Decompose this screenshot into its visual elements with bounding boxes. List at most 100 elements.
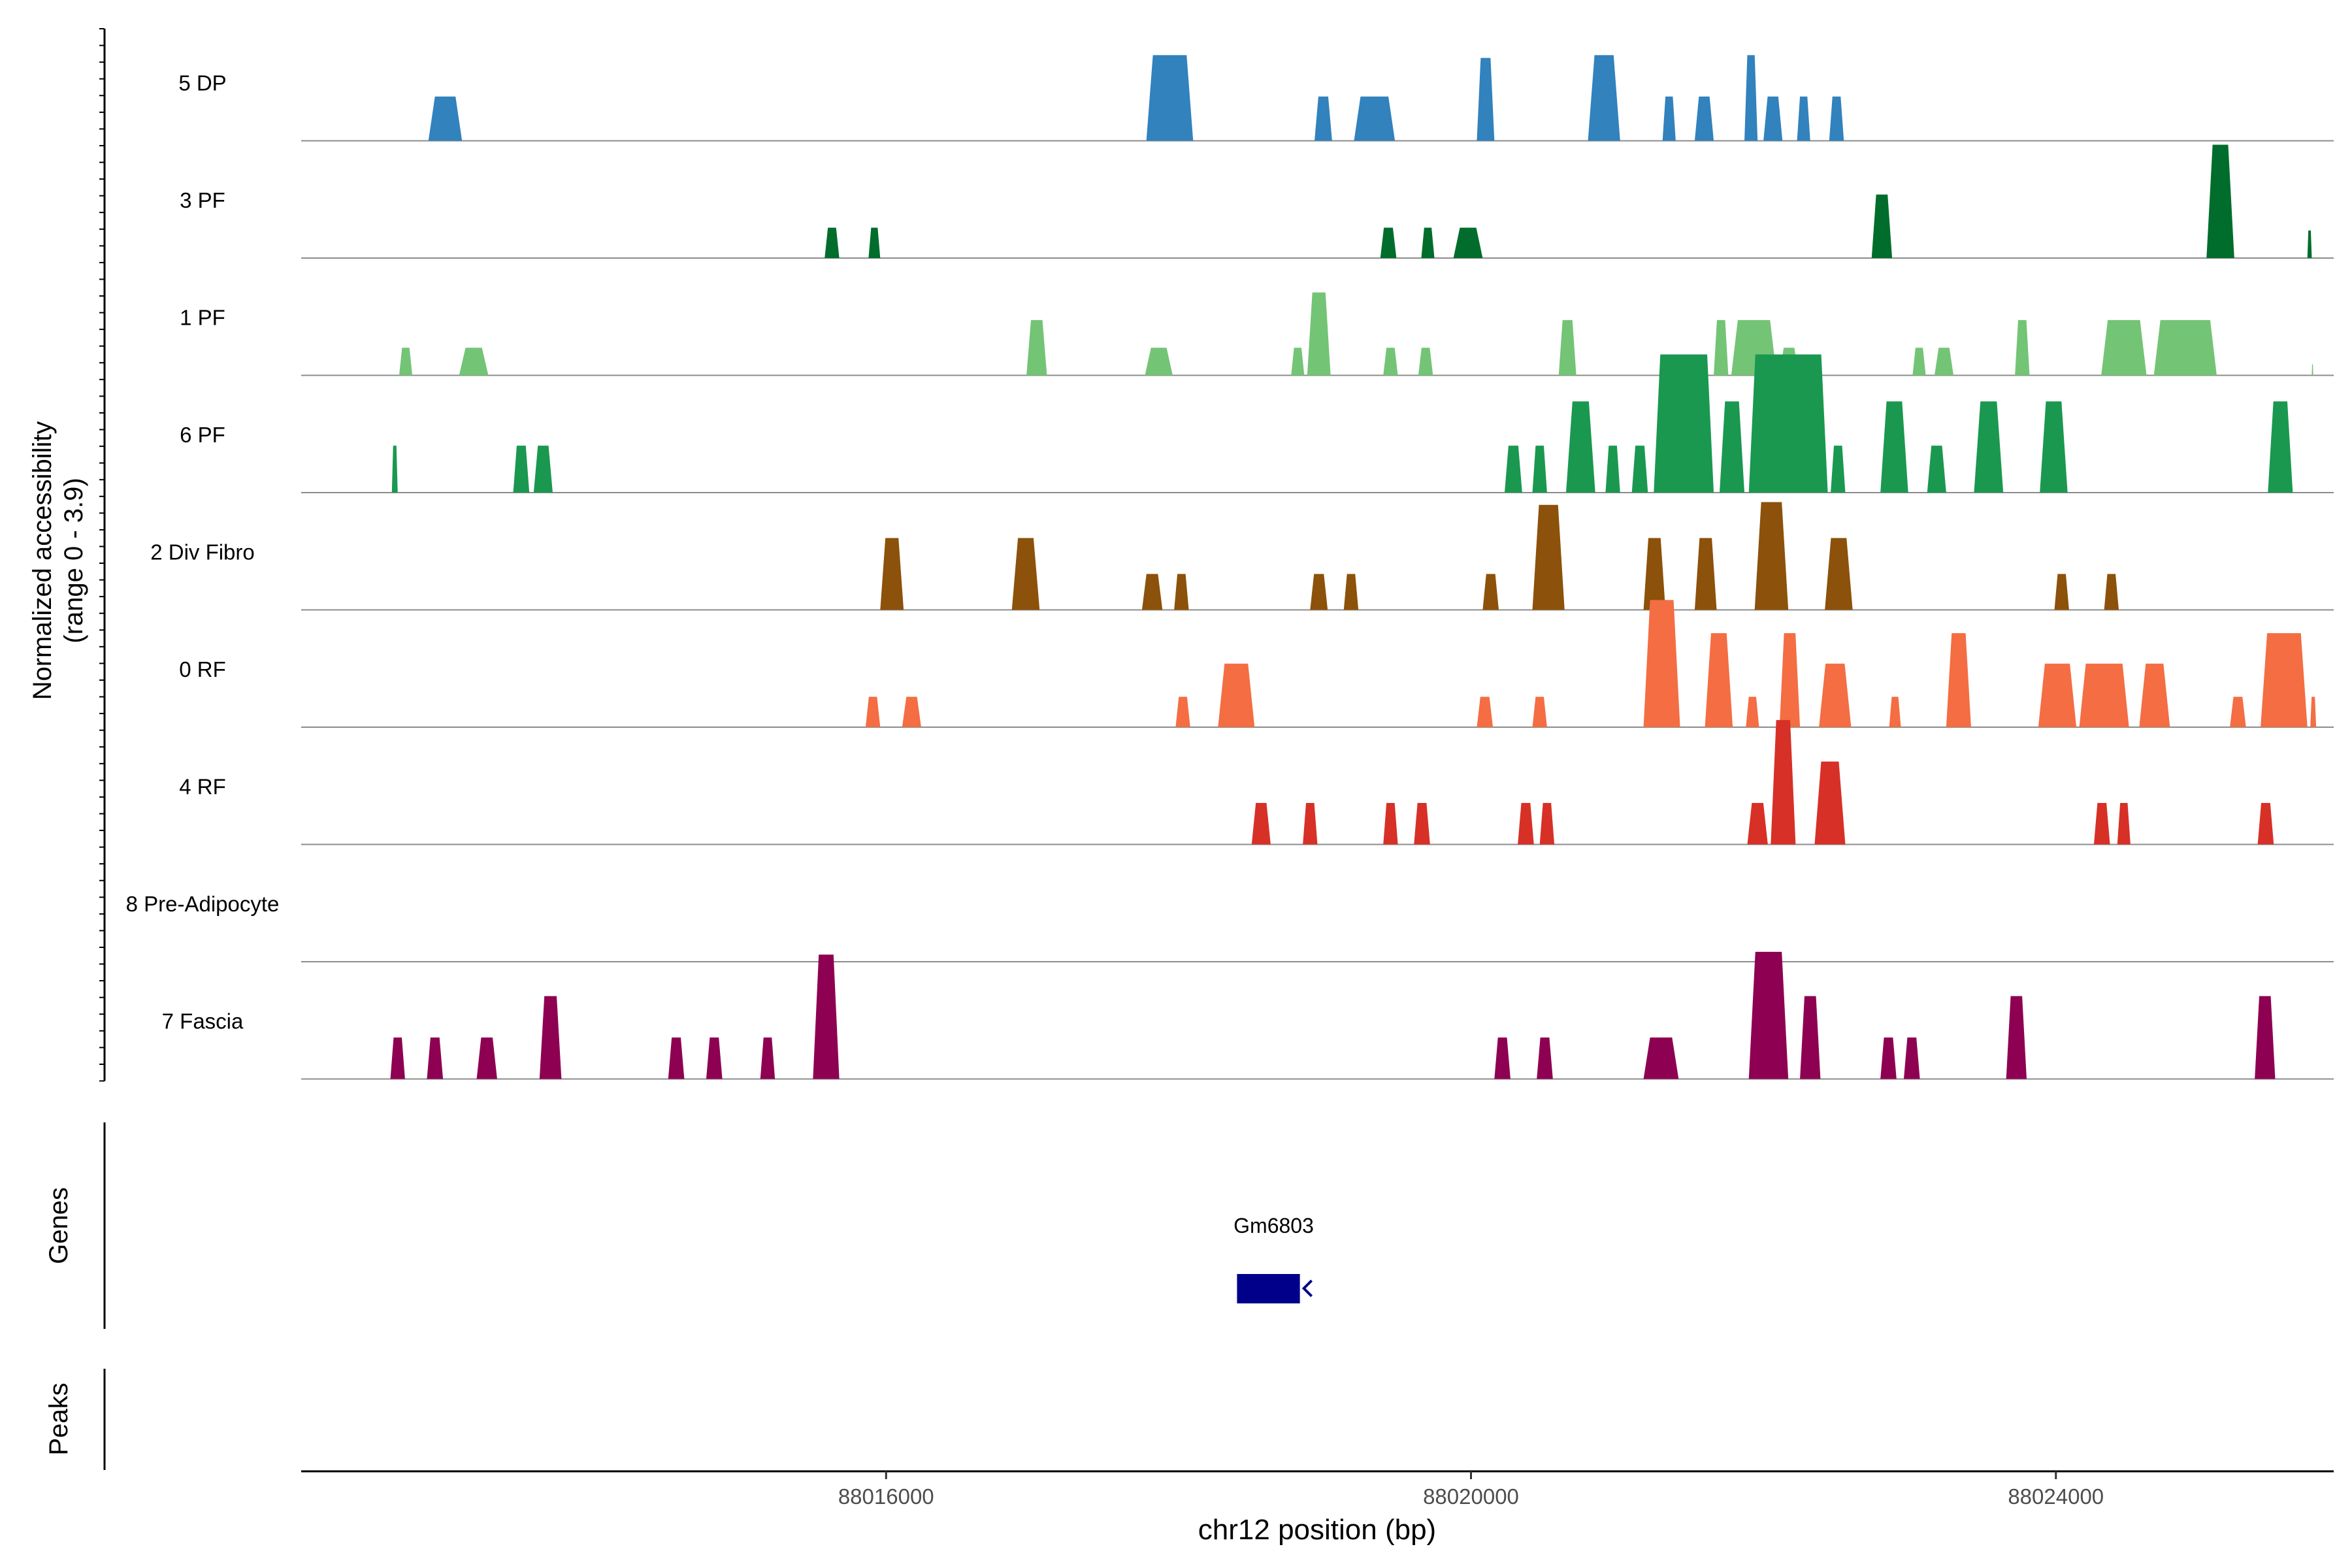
coverage-peak xyxy=(427,1037,444,1079)
x-axis-tick-label: 88016000 xyxy=(838,1484,934,1509)
track-3-pf: 3 PF xyxy=(180,144,2334,259)
coverage-peak xyxy=(2311,364,2313,376)
coverage-peak xyxy=(1705,633,1733,727)
coverage-peak xyxy=(1800,996,1821,1079)
coverage-peak xyxy=(2206,144,2234,258)
coverage-peak xyxy=(1218,663,1255,727)
x-axis: 88016000 88020000 88024000 xyxy=(838,1471,2104,1509)
coverage-peak xyxy=(1532,696,1547,727)
coverage-peak xyxy=(668,1037,685,1079)
coverage-peak xyxy=(1588,55,1620,141)
coverage-peak xyxy=(1819,663,1852,727)
coverage-peak xyxy=(2015,319,2030,376)
track-2-div-fibro: 2 Div Fibro xyxy=(150,502,2334,611)
track-label: 1 PF xyxy=(180,306,225,330)
coverage-peak xyxy=(1754,502,1789,610)
coverage-peak xyxy=(1565,401,1595,493)
coverage-peak xyxy=(1380,227,1397,258)
coverage-peak xyxy=(2104,574,2119,610)
coverage-peak xyxy=(1825,538,1853,610)
coverage-peak xyxy=(1291,348,1305,376)
coverage-peak xyxy=(1719,401,1745,493)
coverage-peak xyxy=(1643,538,1666,610)
coverage-peak xyxy=(880,538,904,610)
coverage-peak xyxy=(1829,96,1844,141)
coverage-peak xyxy=(428,96,463,141)
coverage-peak xyxy=(2139,663,2170,727)
coverage-peak xyxy=(1631,446,1648,493)
coverage-peak xyxy=(1141,574,1163,610)
coverage-peak xyxy=(1315,96,1332,141)
coverage-peak xyxy=(1814,761,1846,845)
coverage-peak xyxy=(1532,446,1547,493)
coverage-peak xyxy=(2307,230,2312,258)
coverage-peak xyxy=(1494,1037,1511,1079)
gene-label: Gm6803 xyxy=(1233,1214,1314,1237)
track-label: 3 PF xyxy=(180,188,225,212)
coverage-peak xyxy=(1418,348,1433,376)
coverage-peak xyxy=(1504,446,1522,493)
coverage-peak xyxy=(1880,401,1908,493)
coverage-peak xyxy=(1662,96,1676,141)
coverage-peak xyxy=(1026,319,1047,376)
coverage-peak xyxy=(1383,803,1398,845)
coverage-peak xyxy=(1539,803,1555,845)
coverage-peak xyxy=(1974,401,2004,493)
y-axis-title-line2: (range 0 - 3.9) xyxy=(59,478,88,643)
track-8-pre-adipocyte: 8 Pre-Adipocyte xyxy=(126,892,2334,962)
track-5-dp: 5 DP xyxy=(178,55,2334,142)
y-axis xyxy=(99,28,106,1082)
coverage-peak xyxy=(760,1037,776,1079)
coverage-peak xyxy=(1146,55,1194,141)
coverage-peak xyxy=(1748,354,1828,493)
coverage-peak xyxy=(2117,803,2131,845)
coverage-peak xyxy=(2101,319,2147,376)
coverage-peak xyxy=(513,446,530,493)
coverage-peak xyxy=(1903,1037,1920,1079)
coverage-peak xyxy=(706,1037,723,1079)
track-label: 7 Fascia xyxy=(162,1009,244,1034)
coverage-peak xyxy=(2257,803,2274,845)
coverage-peak xyxy=(476,1037,497,1079)
coverage-peak xyxy=(1414,803,1430,845)
track-label: 4 RF xyxy=(179,775,226,799)
x-axis-title: chr12 position (bp) xyxy=(1198,1514,1436,1546)
coverage-peak xyxy=(1694,96,1714,141)
track-0-rf: 0 RF xyxy=(179,600,2334,728)
coverage-peak xyxy=(1343,574,1359,610)
y-axis-title-line1: Normalized accessibility xyxy=(28,421,57,700)
gene-strand-arrow-icon xyxy=(1301,1279,1313,1298)
coverage-peak xyxy=(1946,633,1971,727)
coverage-peak xyxy=(1477,696,1494,727)
coverage-peak xyxy=(1532,504,1565,610)
coverage-peak xyxy=(1518,803,1534,845)
coverage-peak xyxy=(1482,574,1499,610)
track-7-fascia: 7 Fascia xyxy=(162,951,2334,1080)
track-6-pf: 6 PF xyxy=(180,354,2334,493)
coverage-peak xyxy=(1605,446,1620,493)
coverage-peak xyxy=(391,446,398,493)
coverage-peak xyxy=(1797,96,1810,141)
coverage-peak xyxy=(868,227,881,258)
track-1-pf: 1 PF xyxy=(180,292,2334,376)
coverage-peak xyxy=(813,955,840,1079)
coverage-peak xyxy=(1307,292,1331,376)
x-axis-tick-label: 88024000 xyxy=(2008,1484,2104,1509)
coverage-peak xyxy=(1694,538,1717,610)
track-label: 5 DP xyxy=(178,71,226,95)
coverage-peak xyxy=(1831,446,1846,493)
coverage-peak xyxy=(1771,720,1796,845)
coverage-peak xyxy=(1477,57,1495,141)
coverage-peak xyxy=(865,696,881,727)
coverage-peak xyxy=(1880,1037,1897,1079)
coverage-peak xyxy=(1744,55,1758,141)
coverage-peak xyxy=(1889,696,1901,727)
coverage-tracks: 5 DP 3 PF 1 PF 6 PF 2 Div Fibro 0 RF 4 RF 8 Pre… xyxy=(126,55,2334,1080)
coverage-peak xyxy=(2255,996,2276,1079)
coverage-peak xyxy=(1174,574,1189,610)
coverage-peak xyxy=(1537,1037,1553,1079)
coverage-peak xyxy=(825,227,840,258)
coverage-peak xyxy=(399,348,413,376)
coverage-peak xyxy=(2006,996,2027,1079)
